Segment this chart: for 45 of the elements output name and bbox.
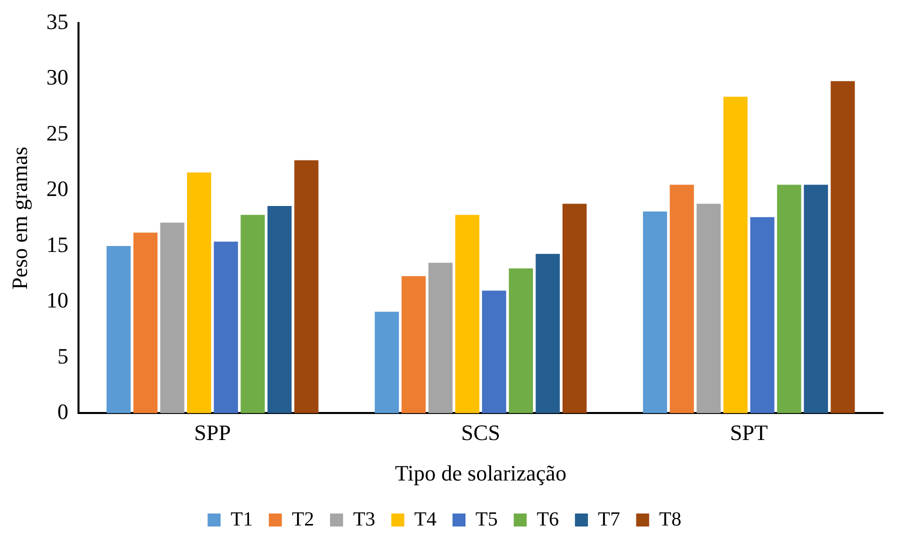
bar xyxy=(428,262,453,414)
bar xyxy=(482,290,506,414)
legend-label: T1 xyxy=(230,508,253,530)
x-tick-label: SPP xyxy=(194,420,231,446)
bar xyxy=(777,184,802,414)
y-axis-title: Peso em gramas xyxy=(6,146,32,290)
bar xyxy=(562,204,587,414)
legend-label: T2 xyxy=(292,508,314,530)
legend-label: T3 xyxy=(353,508,376,530)
y-tick-label: 20 xyxy=(46,176,68,202)
bar xyxy=(455,214,480,414)
bar xyxy=(723,96,748,414)
bar xyxy=(696,204,721,414)
y-tick-label: 35 xyxy=(46,8,68,34)
bar xyxy=(750,217,774,414)
y-tick-label: 30 xyxy=(46,64,68,90)
bar xyxy=(670,184,694,414)
y-tick-label: 0 xyxy=(57,398,68,424)
y-tick-label: 10 xyxy=(46,288,68,313)
bar xyxy=(508,268,533,414)
bar xyxy=(214,242,238,414)
legend-label: T8 xyxy=(659,508,682,530)
x-tick-label: SPT xyxy=(730,420,768,446)
legend-label: T4 xyxy=(414,508,436,530)
bar xyxy=(374,312,399,414)
legend-label: T7 xyxy=(598,508,620,530)
bar xyxy=(106,246,131,414)
y-tick-label: 5 xyxy=(57,343,68,368)
x-tick-label: SCS xyxy=(461,420,500,446)
legend-label: T5 xyxy=(476,508,498,530)
bar xyxy=(536,254,560,414)
bar xyxy=(402,276,426,414)
bar xyxy=(160,222,184,414)
bar xyxy=(830,81,855,414)
bar xyxy=(642,212,668,414)
bar xyxy=(187,172,212,414)
bar xyxy=(294,160,318,414)
legend-label: T6 xyxy=(536,508,559,530)
bar xyxy=(133,232,158,414)
bar xyxy=(267,206,292,414)
y-tick-label: 25 xyxy=(46,120,68,146)
bar xyxy=(804,184,828,414)
x-axis-title: Tipo de solarização xyxy=(394,460,566,486)
y-tick-label: 15 xyxy=(46,232,68,257)
bar xyxy=(240,214,265,414)
